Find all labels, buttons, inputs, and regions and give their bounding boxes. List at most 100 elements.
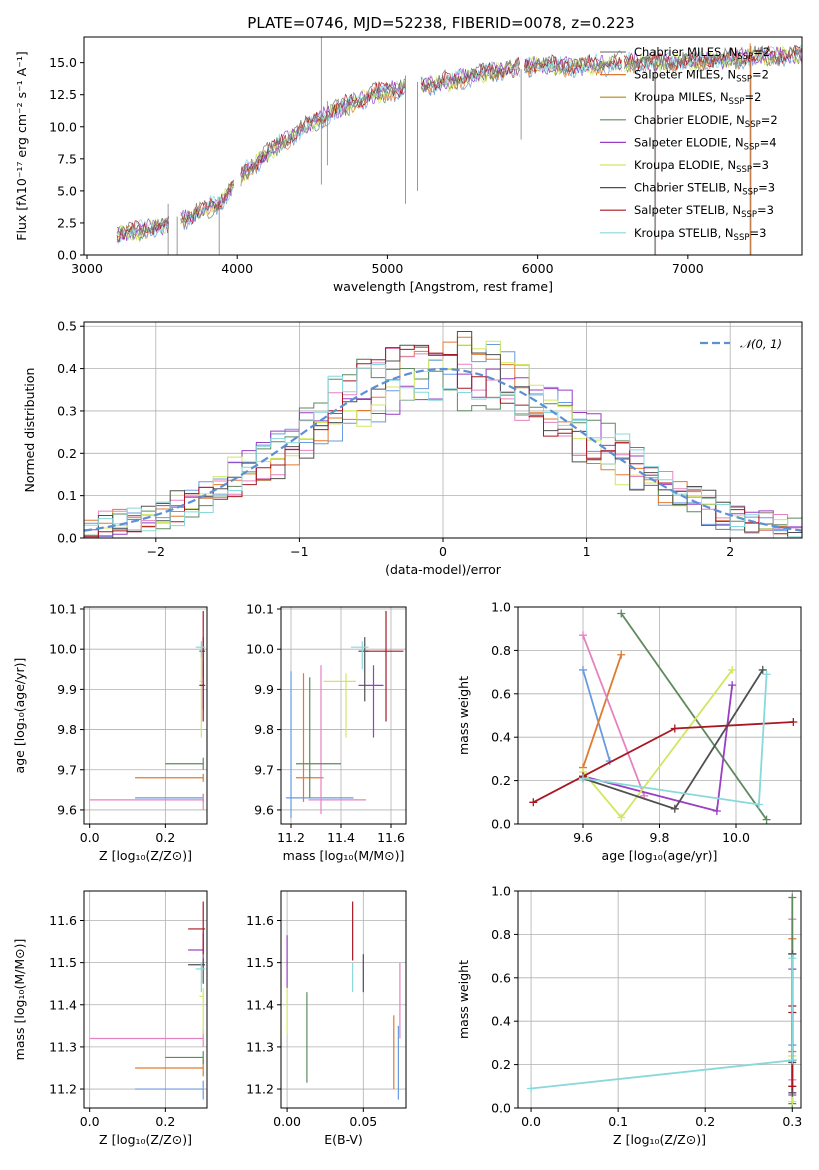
y-tick-label: 2.5 [57, 215, 77, 230]
x-axis-label: wavelength [Angstrom, rest frame] [333, 279, 553, 294]
histogram-step [84, 340, 802, 538]
x-axis-label: Z [log₁₀(Z/Z⊙)] [99, 848, 192, 863]
legend-label: Chabrier STELIB, NSSP=3 [634, 181, 775, 198]
y-tick-label: 10.1 [49, 602, 77, 617]
x-tick-label: 0.00 [273, 1114, 301, 1129]
x-tick-label: 9.8 [650, 830, 670, 845]
weight-marker [617, 609, 626, 618]
weight-marker [788, 1056, 797, 1065]
legend-label: Kroupa MILES, NSSP=2 [634, 90, 761, 107]
y-tick-label: 11.5 [246, 955, 274, 970]
y-tick-label: 11.2 [246, 1082, 274, 1097]
y-tick-label: 0.2 [491, 773, 511, 788]
legend-label: Salpeter MILES, NSSP=2 [634, 68, 769, 85]
age-vs-metallicity-panel: 0.0 0.2 9.6 9.7 9.8 9.9 10.0 10.1 Z [log₁₀(Z/Z⊙)… [12, 602, 208, 863]
plot-area [89, 611, 206, 810]
spectrum-panel: 3000 4000 5000 6000 7000 0.0 2.5 5.0 7.5 10.0 12.5… [14, 36, 803, 294]
x-tick-label: 0.0 [521, 1114, 541, 1129]
y-tick-label: 9.9 [57, 682, 77, 697]
x-tick-label: 1 [583, 544, 591, 559]
x-tick-label: −2 [147, 544, 165, 559]
x-tick-label: 0 [439, 544, 447, 559]
x-axis-label: E(B-V) [324, 1132, 363, 1147]
normal-reference-curve [84, 367, 802, 532]
axes-frame [83, 890, 208, 1109]
weight-line [620, 612, 768, 821]
y-tick-label: 15.0 [49, 55, 77, 70]
weight-marker [527, 1084, 536, 1093]
y-tick-label: 11.2 [49, 1082, 77, 1097]
y-tick-label: 0.3 [57, 403, 77, 418]
y-axis-label: Normed distribution [22, 368, 37, 493]
y-tick-label: 11.4 [246, 997, 274, 1012]
x-tick-label: 0.2 [155, 1114, 175, 1129]
y-tick-label: 0.1 [57, 488, 77, 503]
y-tick-label: 11.6 [246, 913, 274, 928]
x-axis-label: Z [log₁₀(Z/Z⊙)] [613, 1132, 706, 1147]
weight-marker [788, 954, 797, 963]
y-axis-label: mass weight [456, 960, 471, 1039]
histogram-step [84, 364, 802, 538]
legend-label: Kroupa STELIB, NSSP=3 [634, 226, 766, 243]
weight-marker [762, 670, 771, 679]
legend-label: Salpeter ELODIE, NSSP=4 [634, 135, 777, 152]
y-tick-label: 0.8 [491, 643, 511, 658]
y-tick-label: 0.4 [491, 1014, 511, 1029]
x-tick-label: 0.3 [782, 1114, 802, 1129]
y-tick-label: 0.0 [57, 531, 77, 546]
mass-vs-reddening-panel: 0.00 0.05 11.2 11.3 11.4 11.5 11.6 E(B-V) [246, 890, 407, 1147]
age-vs-mass-panel: 11.2 11.4 11.6 9.6 9.7 9.8 9.9 10.0 10.1 mass [lo… [246, 602, 407, 863]
spectrum-legend: Chabrier MILES, NSSP=2 Salpeter MILES, NS… [600, 45, 778, 243]
axes-frame [83, 36, 803, 256]
weight-marker [789, 718, 798, 727]
y-tick-label: 11.3 [246, 1039, 274, 1054]
y-tick-label: 10.0 [49, 642, 77, 657]
weight-line [582, 634, 646, 797]
residual-histogram-panel: −2 −1 0 1 2 0.0 0.1 0.2 0.3 0.4 0.5 (data-model)/er… [22, 319, 803, 577]
weight-marker [788, 1097, 797, 1106]
y-tick-label: 5.0 [57, 183, 77, 198]
x-tick-label: 6000 [522, 261, 554, 276]
y-tick-label: 0.2 [57, 446, 77, 461]
histogram-step [84, 336, 802, 533]
x-tick-label: 11.6 [377, 830, 405, 845]
axes-frame [83, 606, 208, 825]
axes-frame [517, 890, 802, 1109]
weight-marker [529, 798, 538, 807]
x-tick-label: −1 [290, 544, 308, 559]
y-tick-label: 12.5 [49, 87, 77, 102]
y-axis-label: Flux [fλ10⁻¹⁷ erg cm⁻² s⁻¹ A⁻¹] [14, 51, 29, 240]
x-axis-label: mass [log₁₀(M/M⊙)] [283, 848, 405, 863]
y-tick-label: 9.8 [57, 722, 77, 737]
y-tick-label: 9.7 [57, 762, 77, 777]
weight-marker [670, 724, 679, 733]
y-tick-label: 7.5 [57, 151, 77, 166]
x-tick-label: 3000 [71, 261, 103, 276]
y-tick-label: 0.8 [491, 927, 511, 942]
y-tick-label: 0.4 [57, 361, 77, 376]
x-tick-label: 11.4 [327, 830, 355, 845]
spectrum-line [116, 44, 802, 237]
y-tick-label: 9.6 [57, 802, 77, 817]
x-tick-label: 0.2 [695, 1114, 715, 1129]
weight-line [532, 721, 794, 804]
plot-area [84, 331, 802, 538]
weight-marker [617, 650, 626, 659]
x-tick-label: 7000 [672, 261, 704, 276]
y-tick-label: 0.0 [57, 248, 77, 263]
weight-line [582, 669, 611, 762]
legend-label: 𝒩(0, 1) [740, 337, 782, 351]
y-tick-label: 0.6 [491, 970, 511, 985]
legend-label: Chabrier MILES, NSSP=2 [634, 45, 770, 62]
y-tick-label: 9.6 [254, 802, 274, 817]
y-tick-label: 0.5 [57, 319, 77, 334]
x-tick-label: 11.2 [277, 830, 305, 845]
y-tick-label: 10.1 [246, 602, 274, 617]
weight-marker [579, 774, 588, 783]
y-tick-label: 1.0 [491, 884, 511, 899]
weight-marker [712, 806, 721, 815]
legend-label: Chabrier ELODIE, NSSP=2 [634, 113, 778, 130]
y-tick-label: 10.0 [49, 119, 77, 134]
y-tick-label: 11.4 [49, 997, 77, 1012]
x-axis-label: (data-model)/error [385, 562, 502, 577]
